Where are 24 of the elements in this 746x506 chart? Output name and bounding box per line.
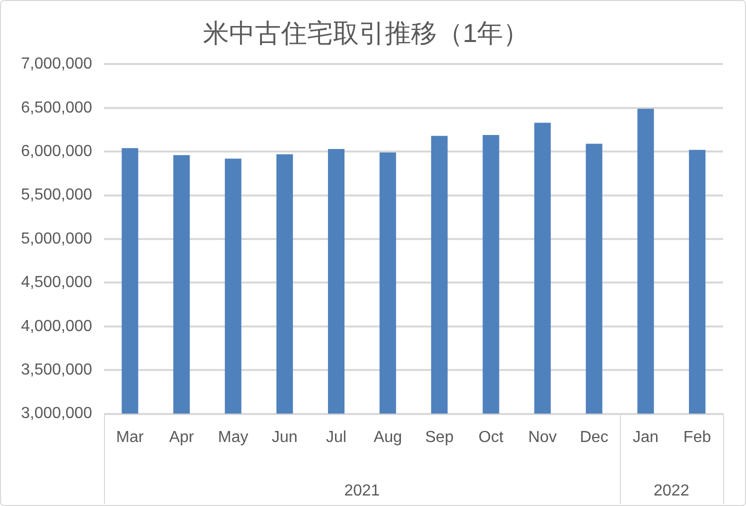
x-tick-label: Aug — [374, 428, 402, 446]
text: 2021 — [344, 482, 380, 500]
x-tick-label: May — [218, 428, 248, 446]
y-tick-label: 5,500,000 — [20, 186, 92, 204]
x-tick-label: Oct — [478, 428, 504, 446]
y-tick-label: 3,500,000 — [20, 362, 92, 379]
x-tick-label: Jan — [632, 428, 659, 446]
x-tick-label: Feb — [683, 428, 712, 446]
x-tick-label: Jun — [272, 428, 298, 446]
text: 2022 — [654, 482, 690, 500]
y-tick-label: 6,500,000 — [20, 99, 92, 116]
x-tick-label: Sep — [425, 428, 454, 446]
y-tick-label: 6,000,000 — [20, 143, 92, 160]
y-tick-label: 4,000,000 — [20, 318, 92, 335]
y-tick-label: 5,000,000 — [20, 230, 92, 248]
y-tick-label: 3,000,000 — [20, 405, 92, 422]
y-tick-label: 4,500,000 — [20, 274, 92, 292]
x-tick-label: Mar — [116, 428, 144, 446]
chart-title: 米中古住宅取引推移（1年） — [202, 18, 530, 48]
y-tick-label: 7,000,000 — [20, 56, 92, 73]
x-tick-label: Apr — [169, 428, 195, 446]
x-tick-label: Dec — [580, 428, 608, 446]
x-tick-label: Jul — [326, 428, 346, 446]
x-tick-label: Nov — [528, 428, 557, 446]
